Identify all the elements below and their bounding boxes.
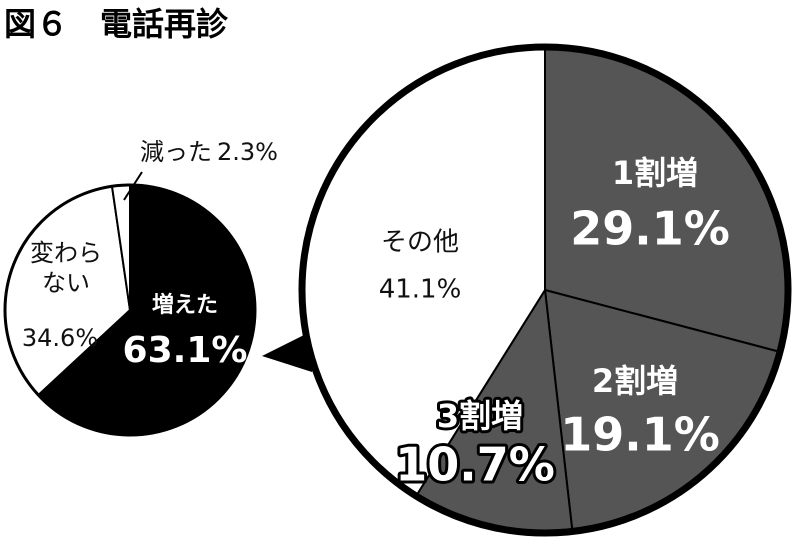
category-label-box: 変わらない — [30, 239, 102, 297]
category-label: 1割増 — [612, 154, 698, 192]
leader-line — [123, 171, 143, 201]
value-label: 29.1% — [570, 202, 730, 256]
pie-border — [298, 43, 792, 537]
value-label: 19.1% — [560, 408, 720, 462]
category-label: 増えた — [152, 292, 218, 318]
category-label: 2割増 — [592, 362, 678, 400]
category-label: 3割増 — [437, 397, 523, 435]
chart-title: 図６ 電話再診 — [4, 5, 229, 43]
category-label: 減った — [140, 138, 212, 166]
category-label: 変わらない — [30, 239, 102, 297]
category-label: その他 — [381, 228, 459, 258]
value-label: 41.1% — [379, 275, 462, 305]
value-label: 10.7% — [395, 438, 555, 492]
value-label: 63.1% — [123, 330, 248, 371]
pie-border — [3, 183, 257, 437]
value-label: 2.3% — [217, 138, 278, 166]
value-label: 34.6% — [22, 324, 98, 352]
